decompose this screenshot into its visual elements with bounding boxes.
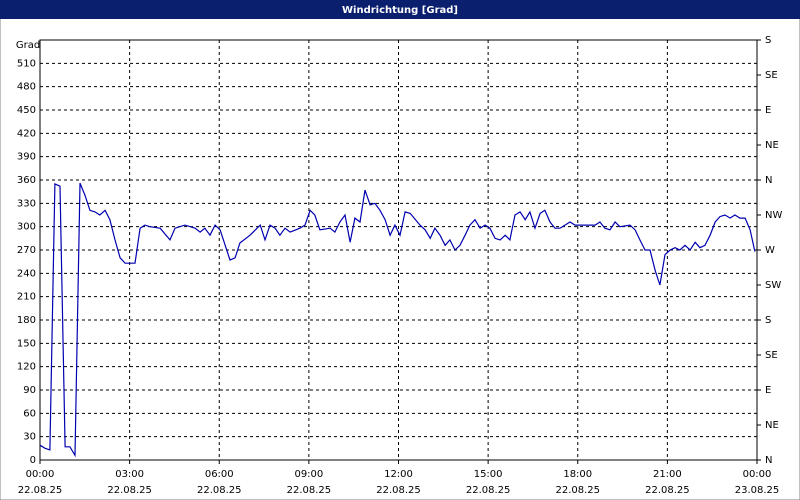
y-tick-label: 120 bbox=[17, 362, 36, 373]
y2-tick-label: S bbox=[765, 315, 771, 326]
y-tick-label: 150 bbox=[17, 338, 36, 349]
y-tick-label: 0 bbox=[30, 455, 36, 466]
x-tick-label: 06:00 bbox=[205, 469, 234, 480]
y2-tick-label: S bbox=[765, 35, 771, 46]
y2-tick-label: N bbox=[765, 455, 772, 466]
x-tick-date: 22.08.25 bbox=[376, 485, 421, 496]
x-tick-date: 22.08.25 bbox=[466, 485, 511, 496]
x-tick-label: 09:00 bbox=[294, 469, 323, 480]
title-bar bbox=[0, 0, 800, 19]
y-tick-label: 210 bbox=[17, 292, 36, 303]
x-tick-label: 00:00 bbox=[26, 469, 55, 480]
y2-tick-label: E bbox=[765, 385, 771, 396]
y2-tick-label: SE bbox=[765, 70, 778, 81]
y-tick-label: 270 bbox=[17, 245, 36, 256]
y2-tick-label: NW bbox=[765, 210, 782, 221]
x-tick-date: 22.08.25 bbox=[287, 485, 332, 496]
y2-tick-label: NE bbox=[765, 140, 779, 151]
y-tick-label: 330 bbox=[17, 198, 36, 209]
y2-tick-label: W bbox=[765, 245, 775, 256]
y-tick-label: 300 bbox=[17, 222, 36, 233]
y2-tick-label: SW bbox=[765, 280, 781, 291]
data-line bbox=[39, 182, 756, 458]
x-tick-label: 00:00 bbox=[743, 469, 772, 480]
y2-tick-label: NE bbox=[765, 420, 779, 431]
x-tick-date: 22.08.25 bbox=[18, 485, 63, 496]
x-tick-date: 23.08.25 bbox=[735, 485, 780, 496]
y-tick-label: 240 bbox=[17, 268, 36, 279]
x-tick-date: 22.08.25 bbox=[645, 485, 690, 496]
y-axis-label: Grad bbox=[16, 40, 40, 51]
y-tick-label: 420 bbox=[17, 128, 36, 139]
x-tick-label: 15:00 bbox=[474, 469, 503, 480]
y-tick-label: 60 bbox=[23, 408, 36, 419]
chart-title: Windrichtung [Grad] bbox=[342, 5, 458, 16]
y-tick-label: 90 bbox=[23, 385, 36, 396]
x-tick-label: 12:00 bbox=[384, 469, 413, 480]
y2-tick-label: SE bbox=[765, 350, 778, 361]
y2-tick-label: N bbox=[765, 175, 772, 186]
x-tick-label: 03:00 bbox=[115, 469, 144, 480]
y-tick-label: 30 bbox=[23, 432, 36, 443]
y2-tick-label: E bbox=[765, 105, 771, 116]
x-tick-label: 21:00 bbox=[653, 469, 682, 480]
x-tick-date: 22.08.25 bbox=[555, 485, 600, 496]
y-tick-label: 390 bbox=[17, 152, 36, 163]
y-tick-label: 480 bbox=[17, 82, 36, 93]
x-tick-date: 22.08.25 bbox=[197, 485, 242, 496]
y-tick-label: 360 bbox=[17, 175, 36, 186]
y-tick-label: 510 bbox=[17, 58, 36, 69]
x-tick-date: 22.08.25 bbox=[107, 485, 152, 496]
y-tick-label: 450 bbox=[17, 105, 36, 116]
y-tick-label: 180 bbox=[17, 315, 36, 326]
x-tick-label: 18:00 bbox=[563, 469, 592, 480]
